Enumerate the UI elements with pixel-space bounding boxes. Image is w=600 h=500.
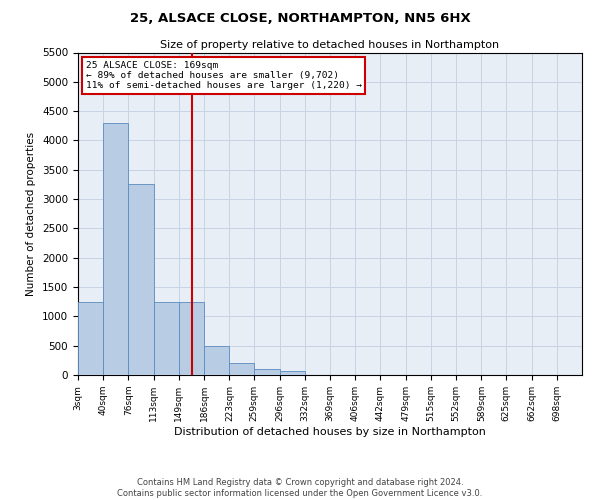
X-axis label: Distribution of detached houses by size in Northampton: Distribution of detached houses by size … (174, 426, 486, 436)
Text: Contains HM Land Registry data © Crown copyright and database right 2024.
Contai: Contains HM Land Registry data © Crown c… (118, 478, 482, 498)
Bar (78, 302, 103, 375)
Bar (128, 184, 154, 375)
Bar (254, 369, 280, 375)
Bar (204, 346, 229, 375)
Text: 25 ALSACE CLOSE: 169sqm
← 89% of detached houses are smaller (9,702)
11% of semi: 25 ALSACE CLOSE: 169sqm ← 89% of detache… (86, 60, 362, 90)
Bar (280, 370, 305, 375)
Title: Size of property relative to detached houses in Northampton: Size of property relative to detached ho… (160, 40, 500, 50)
Bar (179, 302, 204, 375)
Text: 25, ALSACE CLOSE, NORTHAMPTON, NN5 6HX: 25, ALSACE CLOSE, NORTHAMPTON, NN5 6HX (130, 12, 470, 26)
Bar (154, 302, 179, 375)
Bar (229, 364, 254, 375)
Bar (103, 123, 128, 375)
Y-axis label: Number of detached properties: Number of detached properties (26, 132, 37, 296)
